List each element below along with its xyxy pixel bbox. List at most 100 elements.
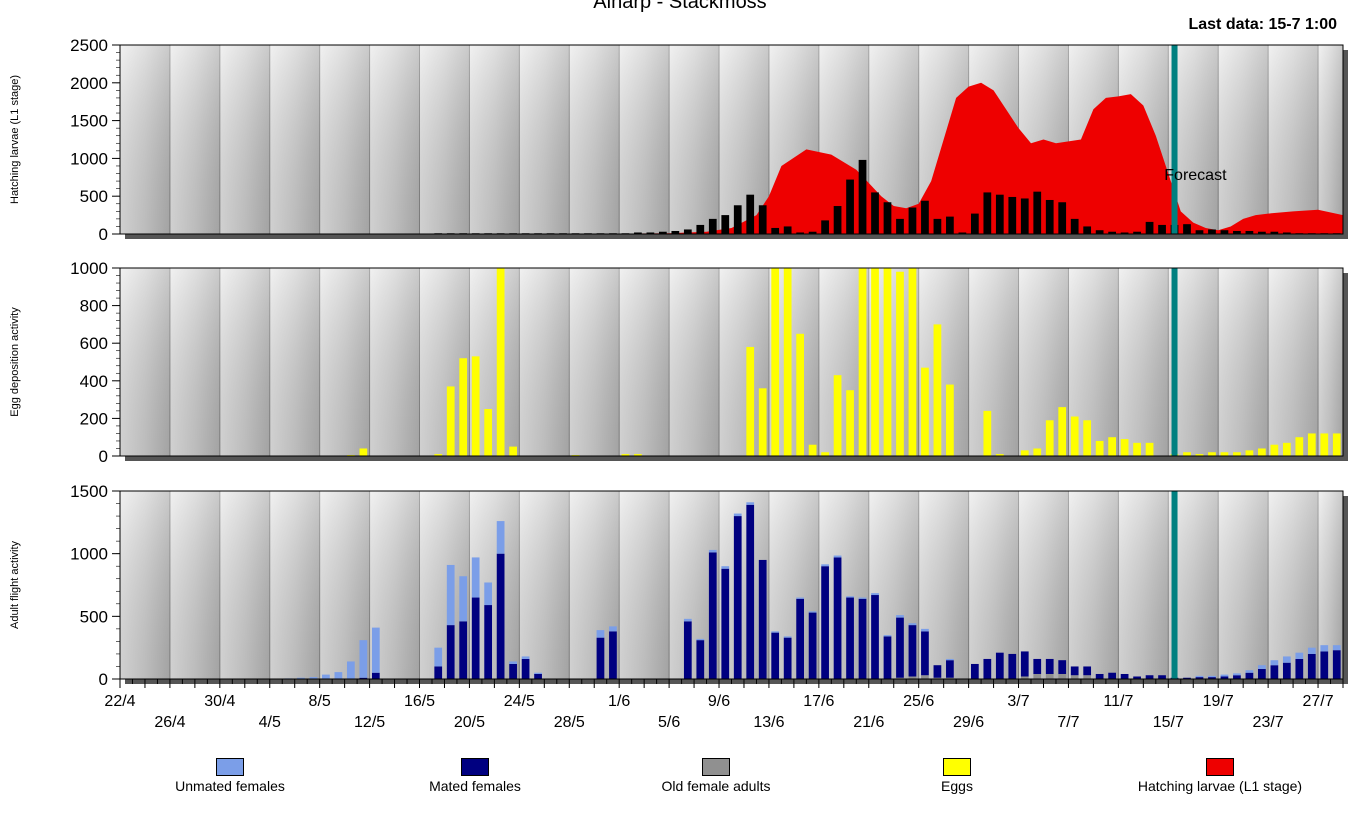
old-female-bar	[933, 677, 942, 679]
plot-shading	[120, 268, 1343, 456]
legend-item-eggs: Eggs	[857, 758, 1057, 794]
x-tick-label: 16/5	[404, 693, 435, 710]
larvae-bar	[1145, 221, 1154, 234]
panel-top: 0 500 1000 1500 2000 2500 Hatching larvae (L1 …	[9, 36, 1348, 244]
y-tick-label: 1500	[70, 112, 108, 131]
unmated-female-bar	[733, 513, 742, 517]
mated-female-bar	[1183, 677, 1191, 679]
x-tick-label: 25/6	[903, 693, 934, 710]
unmated-female-bar	[1320, 645, 1329, 652]
mated-female-bar	[1233, 675, 1241, 679]
mated-female-bar	[833, 557, 842, 679]
x-tick-label: 20/5	[454, 714, 485, 731]
x-tick-label: 27/7	[1302, 693, 1333, 710]
mated-female-bar	[1070, 666, 1079, 676]
egg-bar	[1108, 437, 1116, 456]
egg-bar	[846, 390, 854, 456]
legend-item-unmated: Unmated females	[130, 758, 330, 794]
old-female-bar	[921, 675, 929, 679]
larvae-bar	[1220, 230, 1229, 234]
egg-bar	[484, 409, 493, 456]
old-female-bar	[1070, 675, 1079, 679]
larvae-bar	[1183, 224, 1191, 234]
egg-bar	[1020, 450, 1029, 456]
x-tick-label: 13/6	[753, 714, 784, 731]
unmated-female-bar	[484, 582, 493, 606]
egg-bar	[1033, 448, 1042, 456]
larvae-bar	[683, 229, 692, 234]
larvae-bar	[908, 207, 917, 234]
old-female-bar	[896, 677, 904, 679]
x-tick-label: 19/7	[1203, 693, 1234, 710]
egg-bar	[921, 367, 929, 456]
mated-female-bar	[1058, 660, 1067, 674]
mated-female-bar	[1033, 658, 1042, 674]
larvae-bar	[1058, 202, 1067, 234]
y-tick-label: 200	[80, 409, 108, 428]
larvae-bar	[946, 216, 954, 234]
chart-title: Alnarp - Stackmoss	[593, 0, 766, 13]
larvae-bar	[1208, 229, 1216, 234]
legend-swatch-unmated	[216, 758, 244, 776]
larvae-bar	[846, 179, 854, 234]
mated-female-bar	[471, 597, 480, 679]
egg-bar	[1183, 452, 1191, 456]
legend-label-old: Old female adults	[661, 778, 771, 794]
x-tick-label: 5/6	[658, 714, 680, 731]
egg-bar	[434, 454, 443, 456]
larvae-bar	[758, 205, 767, 234]
unmated-female-bar	[371, 627, 380, 673]
mated-female-bar	[1008, 653, 1017, 679]
egg-bar	[858, 268, 867, 456]
unmated-female-bar	[1258, 665, 1266, 669]
mated-female-bar	[371, 672, 380, 679]
y-tick-label: 0	[99, 225, 108, 244]
egg-bar	[1245, 450, 1254, 456]
egg-bar	[1332, 433, 1341, 456]
unmated-female-bar	[683, 618, 692, 622]
x-tick-label: 8/5	[309, 693, 331, 710]
unmated-female-bar	[833, 555, 842, 558]
mated-female-bar	[683, 621, 692, 679]
legend-item-mated: Mated females	[375, 758, 575, 794]
egg-bar	[1133, 442, 1141, 456]
mated-female-bar	[1020, 651, 1029, 677]
larvae-bar	[746, 194, 755, 234]
larvae-bar	[796, 232, 805, 234]
unmated-female-bar	[434, 647, 443, 667]
mated-female-bar	[446, 625, 455, 679]
unmated-female-bar	[1282, 656, 1291, 663]
x-tick-label: 29/6	[953, 714, 984, 731]
mated-female-bar	[434, 666, 443, 679]
y-tick-label: 500	[80, 187, 108, 206]
unmated-female-bar	[721, 566, 730, 569]
larvae-bar	[833, 206, 842, 234]
y-tick-label: 2000	[70, 74, 108, 93]
mated-female-bar	[883, 636, 892, 679]
egg-bar	[1195, 454, 1204, 456]
unmated-female-bar	[534, 672, 542, 674]
egg-bar	[359, 448, 368, 456]
unmated-female-bar	[1245, 670, 1254, 673]
mated-female-bar	[846, 597, 854, 679]
unmated-female-bar	[808, 611, 817, 613]
larvae-bar	[646, 232, 655, 234]
larvae-bar	[808, 231, 817, 234]
egg-bar	[496, 268, 505, 456]
egg-bar	[1233, 452, 1241, 456]
mated-female-bar	[1295, 658, 1304, 679]
larvae-bar	[733, 205, 742, 234]
egg-bar	[1320, 433, 1329, 456]
y-tick-label: 0	[99, 670, 108, 689]
egg-bar	[833, 375, 842, 456]
mated-female-bar	[1258, 668, 1266, 679]
y-tick-label: 400	[80, 372, 108, 391]
x-axis: 22/4 30/4 8/5 16/5 24/5 1/6 9/6 17/6 25/6 3/7 11/7…	[104, 679, 1344, 731]
legend-label-unmated: Unmated females	[175, 778, 285, 794]
egg-bar	[946, 384, 954, 456]
larvae-bar	[658, 231, 667, 234]
panel-middle: 0 200 400 600 800 1000 Egg deposition activity	[9, 259, 1348, 466]
x-tick-label: 17/6	[803, 693, 834, 710]
egg-bar	[808, 444, 817, 456]
larvae-bar	[1083, 226, 1092, 234]
